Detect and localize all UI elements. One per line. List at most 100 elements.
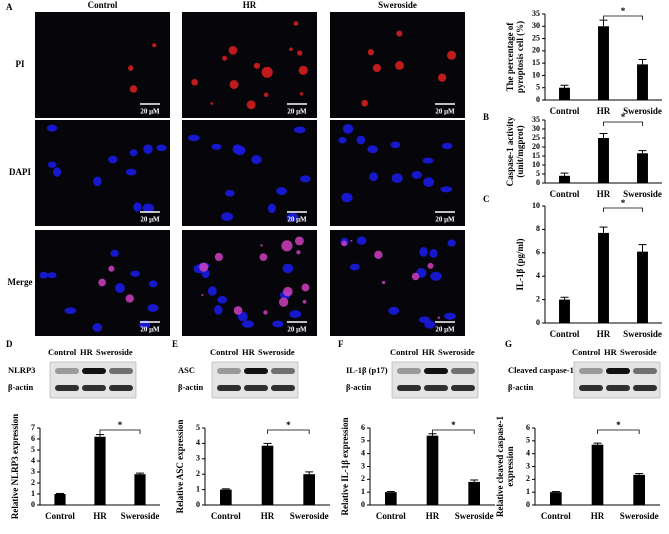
blot-header: HR	[422, 347, 436, 357]
pi-stain	[289, 47, 293, 51]
x-tick-label: Sweroside	[623, 329, 662, 339]
error-bar	[593, 442, 602, 445]
significance-label: *	[118, 420, 123, 430]
y-tick-label: 6	[526, 423, 530, 432]
nucleus	[217, 296, 228, 304]
y-axis-label: (unit/mgprot)	[515, 125, 525, 177]
scale-bar-label: 20 μM	[140, 326, 160, 334]
x-tick-label: Control	[45, 511, 75, 521]
column-label: Sweroside	[378, 0, 417, 10]
bar	[134, 474, 146, 505]
y-axis-label: Caspase-1 activity	[505, 116, 515, 186]
nucleus	[129, 149, 138, 157]
blot-band-label: β-actin	[178, 382, 204, 392]
pi-stain	[302, 299, 307, 304]
bar	[220, 489, 232, 505]
bar	[385, 492, 397, 505]
x-tick-label: HR	[426, 511, 440, 521]
significance-label: *	[616, 420, 621, 430]
nucleus	[444, 312, 456, 320]
nucleus	[221, 212, 234, 221]
x-tick-label: Control	[550, 189, 580, 199]
significance-label: *	[621, 198, 626, 208]
nucleus	[143, 144, 153, 154]
nucleus	[214, 305, 223, 315]
nucleus	[349, 263, 360, 271]
x-tick-label: HR	[597, 329, 611, 339]
y-tick-label: 10	[532, 70, 540, 79]
y-tick-label: 25	[532, 33, 540, 42]
x-tick-label: Control	[211, 511, 241, 521]
pi-stain	[128, 65, 134, 71]
scale-bar-label: 20 μM	[287, 216, 307, 224]
error-bar	[560, 296, 569, 300]
y-tick-label: 2	[361, 474, 365, 483]
nucleus	[114, 283, 125, 294]
y-tick-label: 5	[536, 169, 540, 178]
pi-stain	[214, 252, 223, 262]
pi-stain	[411, 272, 420, 281]
error-bar	[56, 492, 64, 494]
blot-image	[211, 361, 299, 399]
bar	[550, 492, 562, 505]
x-tick-label: HR	[597, 106, 611, 116]
pi-stain	[228, 46, 238, 55]
nucleus	[47, 272, 57, 279]
pi-stain	[201, 293, 204, 296]
nucleus	[289, 310, 302, 318]
scale-bar-label: 20 μM	[140, 108, 160, 116]
nucleus	[272, 320, 284, 328]
panel-letter: B	[483, 112, 489, 122]
row-label: PI	[16, 59, 25, 69]
y-tick-label: 0	[526, 500, 530, 509]
panel-letter: G	[505, 339, 512, 349]
nucleus	[188, 134, 200, 142]
y-tick-label: 5	[361, 436, 365, 445]
error-bar	[428, 433, 437, 436]
nucleus	[369, 172, 378, 182]
column-label: Control	[88, 0, 118, 10]
error-bar	[599, 19, 608, 27]
y-axis-label: Relative IL-1β expression	[340, 417, 350, 515]
blot-band-label: β-actin	[346, 382, 372, 392]
significance-label: *	[621, 112, 626, 122]
nucleus	[53, 167, 62, 177]
y-tick-label: 30	[532, 124, 540, 133]
significance-bracket	[603, 15, 643, 20]
blot-band	[633, 368, 657, 374]
y-tick-label: 10	[532, 201, 540, 210]
pi-stain	[437, 316, 441, 319]
y-tick-label: 20	[532, 142, 540, 151]
x-tick-label: Sweroside	[290, 511, 329, 521]
y-tick-label: 6	[31, 434, 35, 443]
nucleus	[207, 286, 217, 296]
blot-header: Sweroside	[258, 347, 295, 357]
y-tick-label: 20	[532, 46, 540, 55]
nucleus	[429, 248, 438, 258]
pi-stain	[261, 66, 273, 78]
y-axis-label: pyroptosis cell (%)	[515, 21, 525, 93]
x-tick-label: Sweroside	[620, 511, 659, 521]
blot-band	[55, 385, 79, 391]
error-bar	[551, 491, 560, 493]
blot-band	[271, 368, 295, 374]
pi-stain	[297, 50, 303, 56]
pi-stain	[350, 239, 353, 242]
pi-stain	[367, 49, 375, 56]
blot-band	[451, 368, 475, 374]
bar	[54, 494, 66, 505]
nucleus	[282, 263, 294, 274]
blot-band	[55, 368, 79, 374]
error-bar	[263, 442, 272, 446]
micrograph	[35, 12, 170, 118]
x-tick-label: Sweroside	[121, 511, 160, 521]
x-tick-label: Control	[376, 511, 406, 521]
y-tick-label: 2	[31, 478, 35, 487]
blot-band	[606, 385, 630, 391]
x-tick-label: HR	[261, 511, 275, 521]
pi-stain	[361, 99, 368, 107]
blot-band	[579, 368, 603, 374]
pi-stain	[381, 280, 386, 285]
y-tick-label: 4	[31, 456, 35, 465]
